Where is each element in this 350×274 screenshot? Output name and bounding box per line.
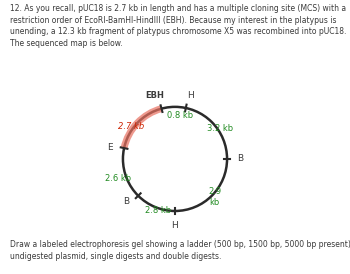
Text: 3.2 kb: 3.2 kb bbox=[207, 124, 233, 133]
Text: H: H bbox=[172, 221, 178, 230]
Text: 12. As you recall, pUC18 is 2.7 kb in length and has a multiple cloning site (MC: 12. As you recall, pUC18 is 2.7 kb in le… bbox=[10, 4, 347, 48]
Text: 2.7 kb: 2.7 kb bbox=[118, 122, 144, 131]
Text: 2.8 kb: 2.8 kb bbox=[145, 206, 171, 215]
Text: Draw a labeled electrophoresis gel showing a ladder (500 bp, 1500 bp, 5000 bp pr: Draw a labeled electrophoresis gel showi… bbox=[10, 240, 350, 261]
Text: E: E bbox=[107, 142, 113, 152]
Text: EBH: EBH bbox=[145, 91, 164, 100]
Text: 2.6 kb: 2.6 kb bbox=[105, 174, 131, 183]
Text: H: H bbox=[188, 91, 194, 99]
Text: 0.8 kb: 0.8 kb bbox=[167, 111, 193, 119]
Text: 2.9
kb: 2.9 kb bbox=[208, 187, 221, 207]
Text: B: B bbox=[124, 197, 130, 206]
Text: B: B bbox=[237, 155, 243, 163]
